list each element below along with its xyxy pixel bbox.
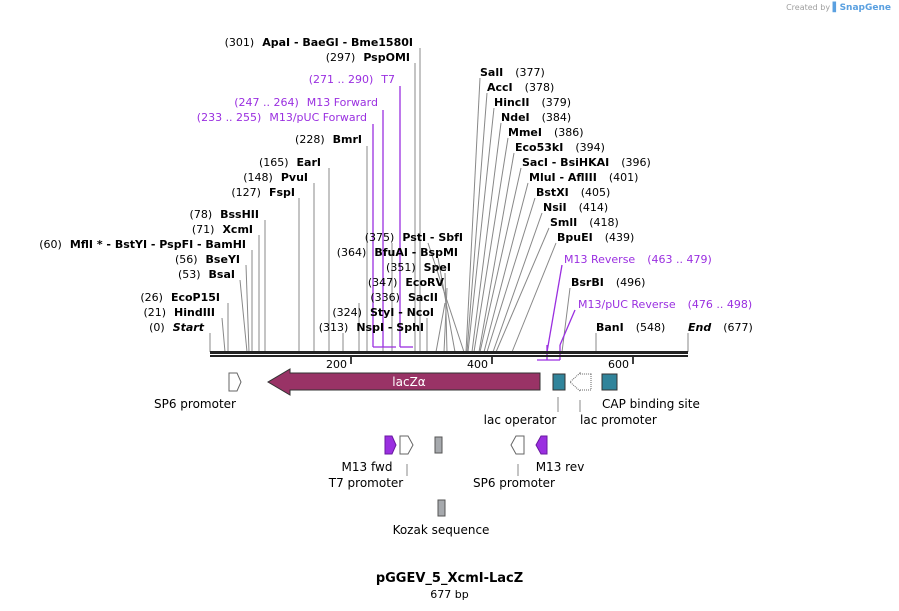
site-label[interactable]: (53) BsaI xyxy=(178,268,235,281)
sequence-backbone-top xyxy=(210,351,688,354)
snapgene-logo: ▌ xyxy=(832,3,840,13)
site-label[interactable]: SalI (377) xyxy=(480,66,545,79)
site-label[interactable]: (56) BseYI xyxy=(175,253,240,266)
credit-prefix: Created by xyxy=(786,3,831,12)
feature-label-lac-promoter: lac promoter xyxy=(580,413,657,427)
site-label[interactable]: BpuEI (439) xyxy=(557,231,634,244)
feature-label-lacz-alpha: lacZα xyxy=(392,375,426,389)
site-label[interactable]: BsrBI (496) xyxy=(571,276,645,289)
t7-promoter-arrow-icon[interactable] xyxy=(399,435,414,455)
ruler-tick-400: 400 xyxy=(467,358,488,371)
primer-label-m13-reverse[interactable]: M13 Reverse (463 .. 479) xyxy=(564,253,712,266)
site-label[interactable]: (228) BmrI xyxy=(295,133,362,146)
map-length: 677 bp xyxy=(430,588,469,601)
site-label[interactable]: (148) PvuI xyxy=(243,171,308,184)
site-label[interactable]: MluI - AflIII (401) xyxy=(529,171,638,184)
site-label[interactable]: (364) BfuAI - BspMI xyxy=(337,246,458,259)
m13-rev-arrow-icon[interactable] xyxy=(535,435,548,455)
site-label[interactable]: HincII (379) xyxy=(494,96,571,109)
m13-fwd-arrow-icon[interactable] xyxy=(384,435,397,455)
feature-label-lac-operator: lac operator xyxy=(484,413,557,427)
snapgene-credit: Created by ▌SnapGene xyxy=(786,3,891,13)
site-label[interactable]: (78) BssHII xyxy=(190,208,259,221)
site-label[interactable]: (351) SpeI xyxy=(386,261,451,274)
feature-label-cap-binding-site: CAP binding site xyxy=(602,397,700,411)
site-label[interactable]: (71) XcmI xyxy=(192,223,253,236)
site-label[interactable]: MmeI (386) xyxy=(508,126,584,139)
sp6-promoter-arrow-icon[interactable] xyxy=(228,372,242,392)
site-leader-lines xyxy=(209,48,689,353)
site-label[interactable]: (26) EcoP15I xyxy=(140,291,220,304)
primer-label-m13-puc-reverse[interactable]: M13/pUC Reverse (476 .. 498) xyxy=(578,298,752,311)
site-label[interactable]: BanI (548) xyxy=(596,321,665,334)
site-label[interactable]: NdeI (384) xyxy=(501,111,571,124)
primer-leader-lines xyxy=(372,86,576,361)
lacz-alpha-arrow-icon[interactable] xyxy=(267,368,541,396)
primer-label-t7[interactable]: (271 .. 290) T7 xyxy=(309,73,395,86)
kozak-sequence-box-icon[interactable] xyxy=(437,499,446,517)
restriction-sites-right: SalI (377) AccI (378) HincII (379) NdeI (384… xyxy=(480,66,753,334)
feature-label-m13-fwd: M13 fwd xyxy=(342,460,393,474)
site-label[interactable]: (336) SacII xyxy=(370,291,438,304)
site-label[interactable]: (60) MflI * - BstYI - PspFI - BamHI xyxy=(39,238,246,251)
site-label[interactable]: Eco53kI (394) xyxy=(515,141,605,154)
cap-binding-site-box-icon[interactable] xyxy=(601,373,618,391)
map-title: pGGEV_5_XcmI-LacZ xyxy=(375,571,524,586)
lac-promoter-arrow-icon[interactable] xyxy=(569,371,592,393)
site-label[interactable]: (324) StyI - NcoI xyxy=(332,306,434,319)
ruler-tick-200: 200 xyxy=(326,358,347,371)
features: SP6 promoter lacZα lac operator lac prom… xyxy=(154,368,700,537)
site-label[interactable]: (375) PstI - SbfI xyxy=(365,231,463,244)
site-label[interactable]: (165) EarI xyxy=(259,156,321,169)
site-label[interactable]: SacI - BsiHKAI (396) xyxy=(522,156,651,169)
primer-labels: (271 .. 290) T7 (247 .. 264) M13 Forward (… xyxy=(197,73,752,311)
ruler: 200 400 600 xyxy=(326,357,634,371)
site-label[interactable]: (301) ApaI - BaeGI - Bme1580I xyxy=(225,36,413,49)
snapgene-brand: SnapGene xyxy=(839,3,891,13)
site-label[interactable]: NsiI (414) xyxy=(543,201,608,214)
start-label: (0) Start xyxy=(149,321,205,334)
ruler-tick-600: 600 xyxy=(608,358,629,371)
lac-operator-box-icon[interactable] xyxy=(552,373,566,391)
primer-label-m13-forward[interactable]: (247 .. 264) M13 Forward xyxy=(234,96,378,109)
feature-label-kozak-sequence: Kozak sequence xyxy=(393,523,490,537)
primer-label-m13-puc-forward[interactable]: (233 .. 255) M13/pUC Forward xyxy=(197,111,367,124)
site-label[interactable]: (313) NspI - SphI xyxy=(319,321,424,334)
sequence-backbone-bottom xyxy=(210,355,688,357)
end-label: End (677) xyxy=(688,321,753,334)
sp6-promoter-2-arrow-icon[interactable] xyxy=(510,435,525,455)
restriction-sites-left: (301) ApaI - BaeGI - Bme1580I (297) PspOMI… xyxy=(39,36,463,334)
site-label[interactable]: (347) EcoRV xyxy=(368,276,445,289)
feature-label-sp6-promoter-2: SP6 promoter xyxy=(473,476,555,490)
site-label[interactable]: AccI (378) xyxy=(487,81,554,94)
site-label[interactable]: (297) PspOMI xyxy=(326,51,410,64)
feature-label-t7-promoter: T7 promoter xyxy=(328,476,404,490)
site-label[interactable]: BstXI (405) xyxy=(536,186,610,199)
feature-label-m13-rev: M13 rev xyxy=(536,460,585,474)
site-label[interactable]: SmlI (418) xyxy=(550,216,619,229)
site-label[interactable]: (21) HindIII xyxy=(143,306,215,319)
kozak-box-top-icon[interactable] xyxy=(434,436,443,454)
site-label[interactable]: (127) FspI xyxy=(231,186,295,199)
feature-label-sp6-promoter: SP6 promoter xyxy=(154,397,236,411)
